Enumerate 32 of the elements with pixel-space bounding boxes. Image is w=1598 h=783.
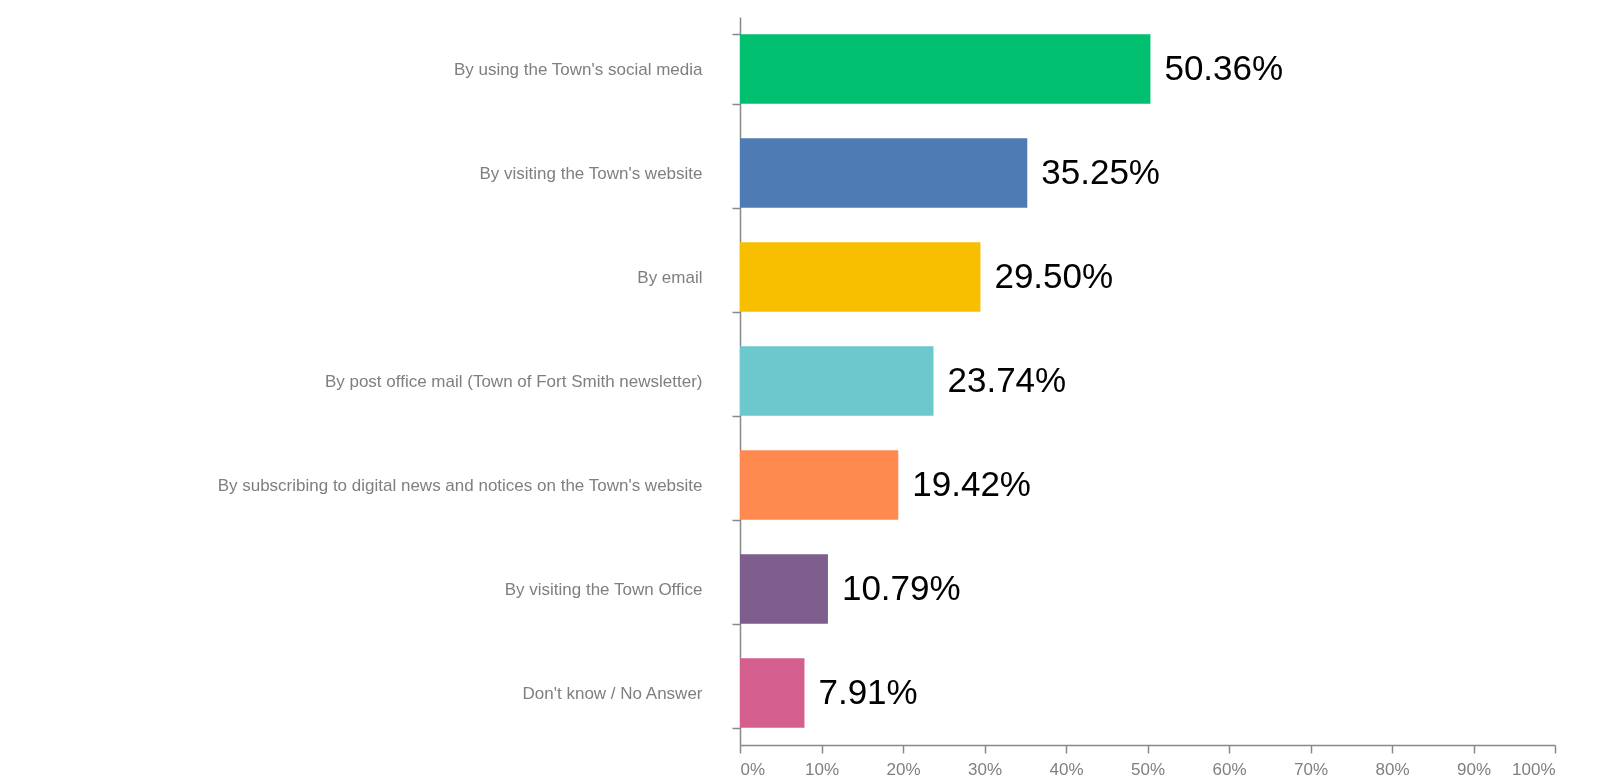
data-label: 35.25% — [1041, 152, 1161, 191]
y-tick-label: Don't know / No Answer — [522, 683, 703, 703]
data-label: 23.74% — [947, 360, 1067, 399]
data-label: 10.79% — [841, 568, 961, 607]
y-tick-label: By visiting the Town Office — [504, 579, 703, 599]
x-tick-label: 10% — [804, 759, 840, 779]
y-tick-label: By using the Town's social media — [453, 59, 704, 79]
bar — [740, 554, 828, 624]
y-tick-label: By visiting the Town's website — [479, 163, 703, 183]
x-tick-label: 80% — [1375, 759, 1410, 779]
bar — [740, 138, 1028, 208]
data-label: 7.91% — [818, 672, 918, 711]
x-tick-label: 20% — [886, 759, 921, 779]
x-tick-label: 30% — [967, 759, 1003, 779]
x-tick-label: 70% — [1293, 759, 1329, 779]
x-tick-label: 0% — [740, 759, 766, 779]
bar — [740, 346, 934, 416]
x-tick-label: 60% — [1212, 759, 1247, 779]
x-tick-label: 40% — [1049, 759, 1084, 779]
x-tick-label: 90% — [1456, 759, 1492, 779]
data-label: 50.36% — [1164, 48, 1284, 87]
y-tick-label: By post office mail (Town of Fort Smith newsletter) — [324, 371, 703, 391]
bar — [740, 242, 981, 312]
bar — [740, 450, 899, 520]
bar — [740, 658, 805, 728]
data-label: 19.42% — [912, 464, 1031, 503]
y-tick-label: By email — [637, 267, 703, 287]
x-tick-label: 100% — [1512, 759, 1556, 779]
x-tick-label: 50% — [1130, 759, 1166, 779]
bar — [740, 34, 1151, 104]
data-label: 29.50% — [994, 256, 1114, 295]
y-tick-label: By subscribing to digital news and notices on the Town's website — [217, 475, 703, 495]
